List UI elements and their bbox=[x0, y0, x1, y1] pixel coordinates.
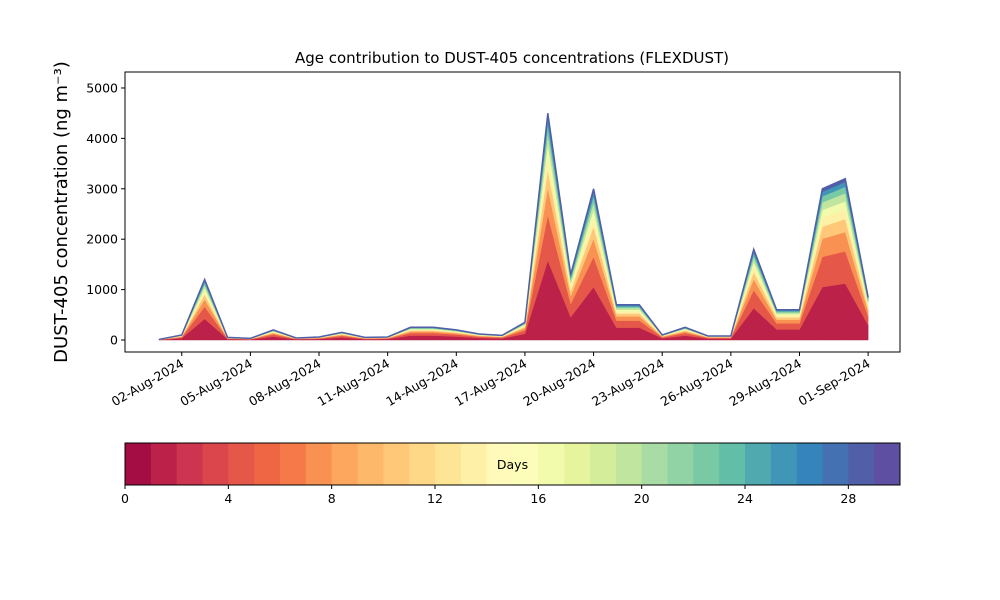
x-tick-label: 02-Aug-2024 bbox=[109, 356, 187, 409]
x-tick-label: 23-Aug-2024 bbox=[589, 356, 667, 409]
colorbar-swatch bbox=[719, 443, 746, 485]
y-tick-label: 1000 bbox=[86, 282, 118, 297]
colorbar-swatch bbox=[280, 443, 307, 485]
colorbar-label: Days bbox=[497, 457, 528, 472]
colorbar-swatch bbox=[228, 443, 255, 485]
colorbar-tick-label: 20 bbox=[634, 491, 650, 506]
colorbar-swatch bbox=[874, 443, 901, 485]
x-tick-label: 20-Aug-2024 bbox=[521, 356, 599, 409]
y-tick-label: 4000 bbox=[86, 131, 118, 146]
colorbar-swatch bbox=[745, 443, 772, 485]
colorbar-tick-label: 24 bbox=[737, 491, 753, 506]
colorbar-swatch bbox=[693, 443, 720, 485]
y-axis-label: DUST-405 concentration (ng m⁻³) bbox=[51, 61, 72, 363]
x-tick-label: 01-Sep-2024 bbox=[796, 356, 873, 409]
x-tick-label: 05-Aug-2024 bbox=[177, 356, 255, 409]
colorbar-tick-label: 16 bbox=[530, 491, 546, 506]
colorbar-swatch bbox=[125, 443, 152, 485]
colorbar-swatch bbox=[176, 443, 203, 485]
colorbar-swatch bbox=[512, 443, 539, 485]
x-tick-label: 11-Aug-2024 bbox=[315, 356, 393, 409]
colorbar-swatch bbox=[331, 443, 358, 485]
x-tick-label: 14-Aug-2024 bbox=[383, 356, 461, 409]
colorbar-swatch bbox=[202, 443, 229, 485]
colorbar-tick-label: 28 bbox=[840, 491, 856, 506]
colorbar-swatch bbox=[822, 443, 849, 485]
y-tick-label: 2000 bbox=[86, 232, 118, 247]
x-tick-label: 29-Aug-2024 bbox=[726, 356, 804, 409]
colorbar-swatch bbox=[486, 443, 513, 485]
colorbar-swatch bbox=[383, 443, 410, 485]
colorbar-swatch bbox=[538, 443, 565, 485]
y-tick-label: 5000 bbox=[86, 80, 118, 95]
colorbar-swatch bbox=[564, 443, 591, 485]
colorbar-tick-label: 0 bbox=[121, 491, 129, 506]
plot-frame bbox=[124, 71, 901, 353]
colorbar-swatch bbox=[590, 443, 617, 485]
y-tick-label: 3000 bbox=[86, 181, 118, 196]
colorbar-tick-label: 12 bbox=[427, 491, 443, 506]
colorbar-frame bbox=[124, 442, 901, 486]
top-outline bbox=[158, 113, 869, 341]
colorbar-swatch bbox=[667, 443, 694, 485]
colorbar-swatch bbox=[641, 443, 668, 485]
colorbar-swatch bbox=[357, 443, 384, 485]
colorbar-swatch bbox=[150, 443, 178, 485]
colorbar-swatch bbox=[848, 443, 875, 485]
colorbar-swatch bbox=[460, 443, 488, 485]
colorbar-swatch bbox=[615, 443, 643, 485]
colorbar-swatch bbox=[770, 443, 798, 485]
colorbar-swatch bbox=[409, 443, 436, 485]
colorbar-tick-label: 8 bbox=[328, 491, 336, 506]
colorbar-swatch bbox=[796, 443, 823, 485]
y-tick-label: 0 bbox=[110, 333, 118, 348]
colorbar-swatch bbox=[254, 443, 281, 485]
x-tick-label: 26-Aug-2024 bbox=[658, 356, 736, 409]
colorbar-swatch bbox=[305, 443, 333, 485]
x-tick-label: 08-Aug-2024 bbox=[246, 356, 324, 409]
chart-title: Age contribution to DUST-405 concentrati… bbox=[295, 49, 729, 67]
x-tick-label: 17-Aug-2024 bbox=[452, 356, 530, 409]
colorbar-tick-label: 4 bbox=[224, 491, 232, 506]
colorbar-swatch bbox=[435, 443, 462, 485]
